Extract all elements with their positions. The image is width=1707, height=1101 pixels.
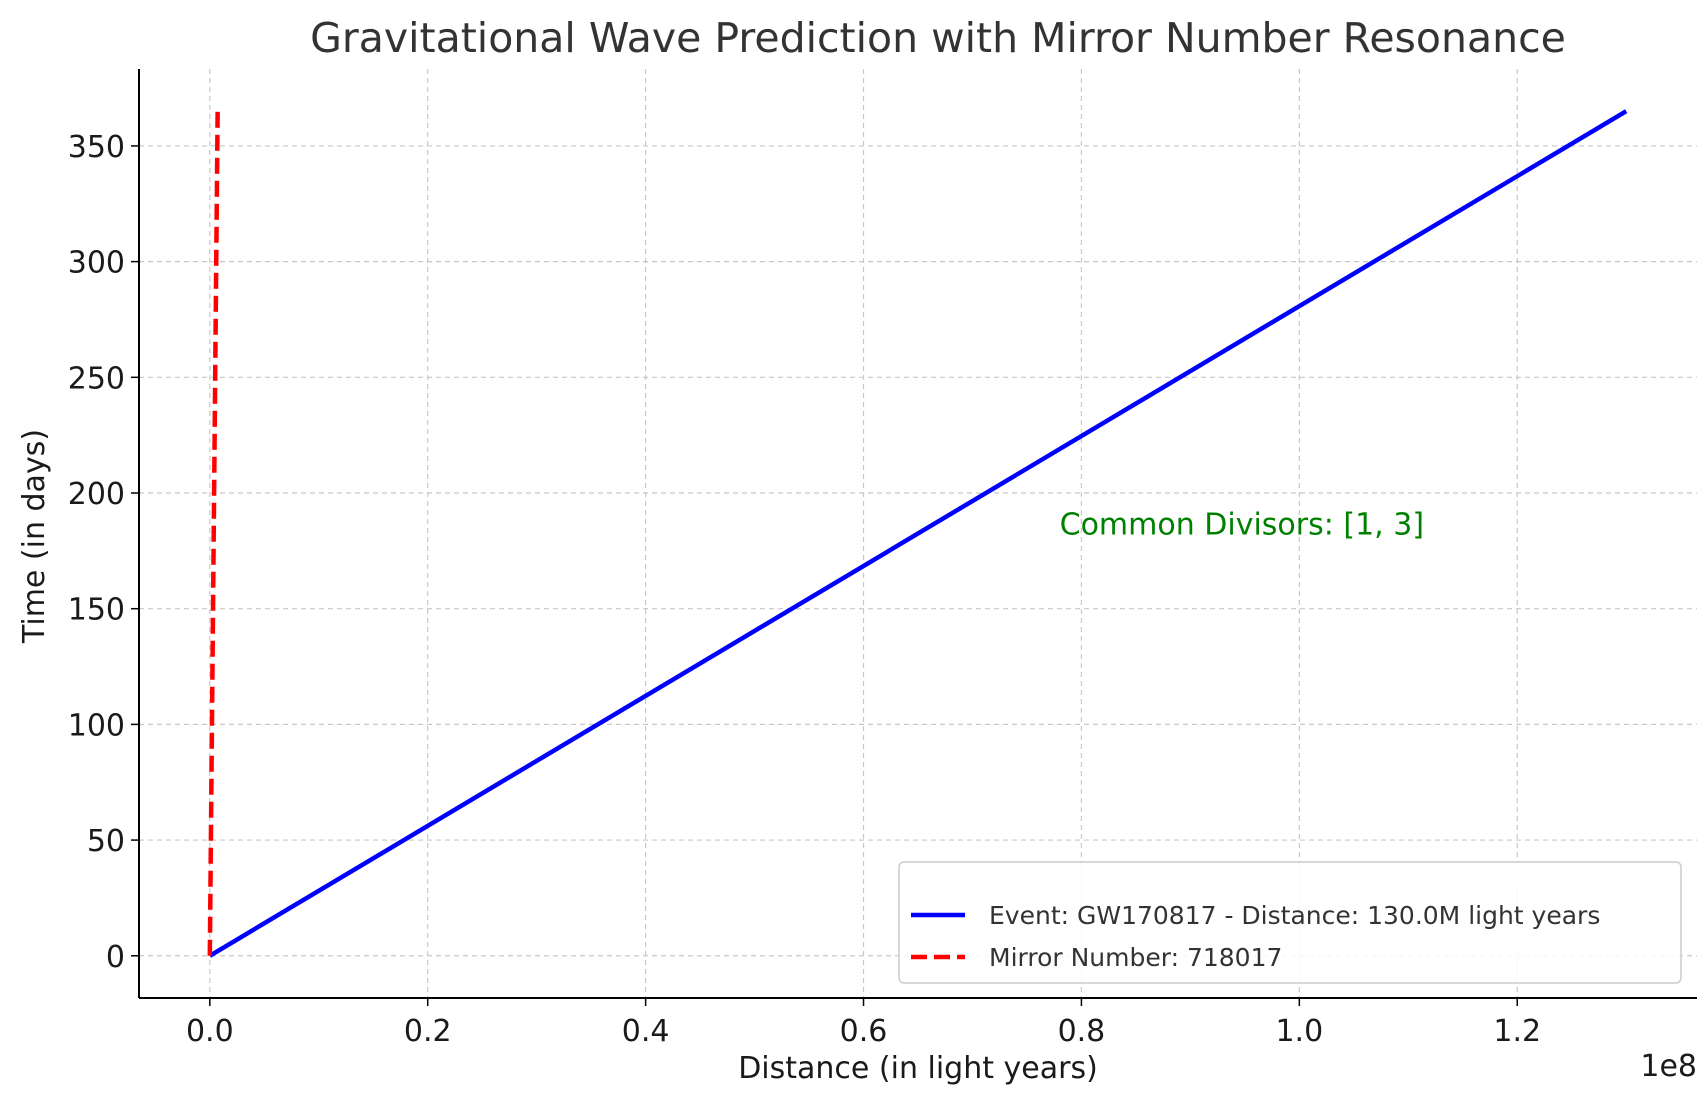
y-axis-label: Time (in days) — [17, 429, 52, 644]
axes — [138, 69, 1697, 999]
x-axis-label: Distance (in light years) — [738, 1051, 1098, 1086]
y-tick-label: 0 — [106, 940, 125, 975]
series-line-mirror — [207, 111, 220, 956]
y-tick-label: 50 — [87, 824, 125, 859]
series-line-event — [208, 109, 1628, 958]
x-tick-label: 0.0 — [186, 1014, 234, 1049]
y-tick-label: 300 — [68, 246, 125, 281]
x-tick-label: 1.0 — [1275, 1014, 1323, 1049]
legend-label-event: Event: GW170817 - Distance: 130.0M light… — [989, 901, 1600, 930]
y-tick-label: 100 — [68, 708, 125, 743]
x-axis-offset-label: 1e8 — [1640, 1049, 1697, 1084]
legend-label-mirror: Mirror Number: 718017 — [989, 943, 1282, 972]
x-tick-label: 1.2 — [1493, 1014, 1541, 1049]
x-tick-label: 0.6 — [840, 1014, 888, 1049]
y-tick-label: 150 — [68, 593, 125, 628]
grid — [139, 69, 1697, 998]
legend: Event: GW170817 - Distance: 130.0M light… — [898, 861, 1682, 984]
x-tick-label: 0.4 — [622, 1014, 670, 1049]
y-tick-label: 250 — [68, 361, 125, 396]
plot-series — [207, 109, 1628, 958]
x-tick-label: 0.2 — [404, 1014, 452, 1049]
chart-title: Gravitational Wave Prediction with Mirro… — [310, 14, 1566, 62]
y-tick-label: 200 — [68, 477, 125, 512]
ticks: 0.0 0.2 0.4 0.6 0.8 1.0 1.2 0 50 100 150 200 250 300 3… — [68, 130, 1541, 1049]
common-divisors-annotation: Common Divisors: [1, 3] — [1060, 508, 1424, 543]
x-tick-label: 0.8 — [1058, 1014, 1106, 1049]
y-tick-label: 350 — [68, 130, 125, 165]
legend-box — [898, 861, 1682, 984]
